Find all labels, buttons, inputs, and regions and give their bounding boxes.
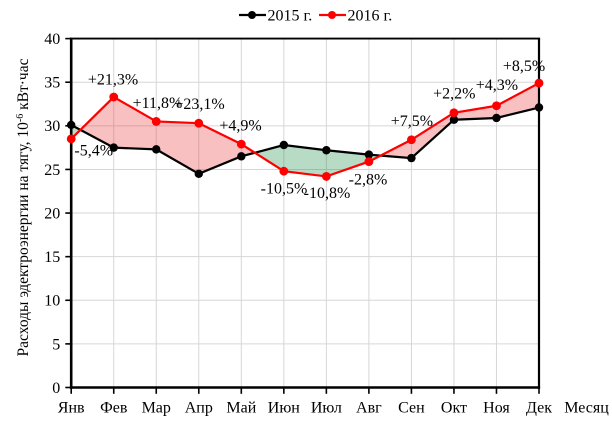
svg-text:+2,2%: +2,2% [433, 85, 475, 102]
svg-text:+11,8%: +11,8% [133, 95, 183, 112]
svg-text:30: 30 [44, 118, 60, 135]
svg-text:Июл: Июл [311, 399, 342, 416]
svg-text:+21,3%: +21,3% [88, 71, 138, 88]
svg-text:Авг: Авг [356, 399, 382, 416]
svg-text:+23,1%: +23,1% [174, 96, 224, 113]
svg-text:-10,8%: -10,8% [304, 185, 351, 202]
svg-text:+4,3%: +4,3% [476, 77, 518, 94]
svg-text:15: 15 [44, 249, 60, 266]
svg-text:Май: Май [226, 399, 256, 416]
svg-text:25: 25 [44, 162, 60, 179]
svg-text:Расходы эдектроэнергии на тягу: Расходы эдектроэнергии на тягу, 10-6 кВт… [15, 58, 32, 356]
svg-text:+7,5%: +7,5% [391, 113, 433, 130]
svg-text:5: 5 [52, 336, 60, 353]
svg-text:Окт: Окт [441, 399, 467, 416]
svg-text:20: 20 [44, 205, 60, 222]
svg-text:-5,4%: -5,4% [74, 143, 113, 160]
svg-text:-10,5%: -10,5% [261, 181, 308, 198]
svg-text:Месяц: Месяц [564, 399, 609, 416]
svg-text:Сен: Сен [398, 399, 425, 416]
svg-text:Мар: Мар [142, 399, 171, 416]
svg-text:Ноя: Ноя [483, 399, 510, 416]
svg-text:2015 г.: 2015 г. [268, 7, 313, 24]
svg-text:-2,8%: -2,8% [349, 172, 388, 189]
svg-text:2016 г.: 2016 г. [348, 7, 393, 24]
svg-text:40: 40 [44, 31, 60, 48]
svg-text:+8,5%: +8,5% [503, 58, 545, 75]
svg-text:Янв: Янв [58, 399, 85, 416]
svg-text:35: 35 [44, 75, 60, 92]
svg-text:Апр: Апр [185, 399, 213, 416]
svg-text:10: 10 [44, 293, 60, 310]
svg-text:Дек: Дек [526, 399, 552, 416]
svg-text:Июн: Июн [268, 399, 301, 416]
svg-text:Фев: Фев [100, 399, 128, 416]
svg-text:+4,9%: +4,9% [219, 118, 261, 135]
svg-text:0: 0 [52, 380, 60, 397]
